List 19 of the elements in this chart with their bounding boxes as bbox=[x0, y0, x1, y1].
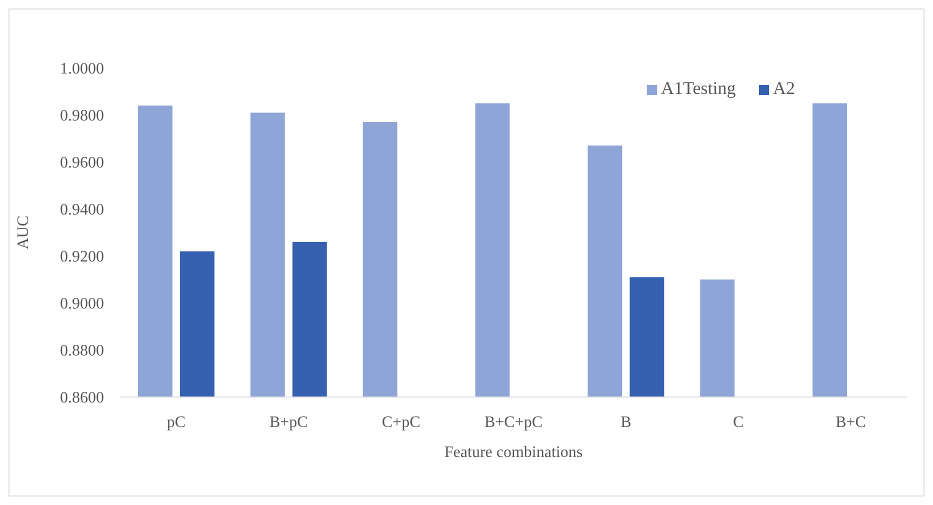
y-tick-label: 0.8800 bbox=[60, 342, 104, 360]
x-tick-label: C bbox=[733, 414, 744, 431]
y-tick-label: 0.9200 bbox=[60, 248, 104, 266]
x-tick-label: B+pC bbox=[269, 414, 308, 431]
y-tick-label: 0.9600 bbox=[60, 154, 104, 172]
x-tick-label: pC bbox=[166, 414, 186, 431]
x-tick-label: B bbox=[620, 414, 632, 431]
legend-label: A1Testing bbox=[661, 78, 736, 98]
y-tick-label: 0.9800 bbox=[60, 108, 104, 125]
x-tick-label: B+C+pC bbox=[484, 414, 543, 431]
x-axis-title: Feature combinations bbox=[444, 444, 583, 461]
y-tick-label: 1.0000 bbox=[60, 60, 104, 78]
y-tick-label: 0.8600 bbox=[60, 390, 104, 407]
y-tick-label: 0.9400 bbox=[60, 202, 104, 219]
x-tick-label: B+C bbox=[836, 414, 866, 431]
legend-label: A2 bbox=[773, 78, 795, 98]
y-tick-label: 0.9000 bbox=[60, 296, 104, 313]
y-axis-title: AUC bbox=[15, 216, 32, 250]
x-tick-label: C+pC bbox=[382, 414, 420, 431]
